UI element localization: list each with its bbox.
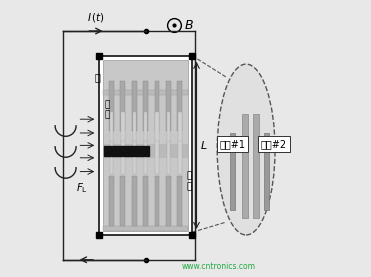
Bar	[132, 112, 136, 145]
Bar	[155, 112, 159, 145]
Bar	[110, 141, 113, 174]
Bar	[121, 112, 125, 145]
Bar	[96, 53, 102, 59]
Bar	[120, 176, 125, 226]
Bar	[144, 112, 147, 145]
Bar	[132, 81, 137, 131]
Bar	[109, 81, 114, 131]
Text: 定子#2: 定子#2	[261, 139, 287, 149]
Bar	[253, 114, 259, 219]
Text: www.cntronics.com: www.cntronics.com	[181, 262, 256, 271]
Bar	[189, 232, 196, 238]
Bar	[264, 133, 269, 210]
Text: $F_\mathrm{L}$: $F_\mathrm{L}$	[76, 181, 88, 195]
Bar	[109, 176, 114, 226]
Bar	[177, 176, 182, 226]
Bar	[155, 141, 159, 174]
Bar	[110, 112, 113, 145]
Bar	[167, 141, 170, 174]
Text: $I\,(t)$: $I\,(t)$	[87, 11, 105, 24]
Text: 彈
簧: 彈 簧	[104, 100, 110, 119]
Bar	[166, 81, 171, 131]
Bar	[104, 146, 149, 156]
Bar	[103, 60, 188, 231]
Text: $L$: $L$	[200, 139, 207, 152]
Text: 定子#1: 定子#1	[219, 139, 245, 149]
Bar	[189, 53, 196, 59]
Bar	[132, 141, 136, 174]
Bar	[177, 81, 182, 131]
Bar	[96, 232, 102, 238]
Bar	[144, 141, 147, 174]
Ellipse shape	[217, 64, 275, 235]
Bar	[242, 114, 248, 219]
Bar	[178, 141, 182, 174]
Bar	[155, 81, 160, 131]
Bar	[143, 176, 148, 226]
Bar	[155, 176, 160, 226]
Bar	[166, 176, 171, 226]
Bar	[103, 90, 188, 95]
Bar	[132, 176, 137, 226]
Text: $B$: $B$	[184, 19, 194, 32]
Bar	[230, 133, 234, 210]
Text: 錨: 錨	[94, 72, 100, 82]
Text: 彈
簧: 彈 簧	[187, 171, 192, 191]
Bar	[121, 141, 125, 174]
Bar	[99, 56, 193, 235]
Bar	[120, 81, 125, 131]
Bar	[143, 81, 148, 131]
Bar	[167, 112, 170, 145]
Bar	[103, 226, 188, 231]
Bar	[178, 112, 182, 145]
Bar	[103, 144, 188, 158]
